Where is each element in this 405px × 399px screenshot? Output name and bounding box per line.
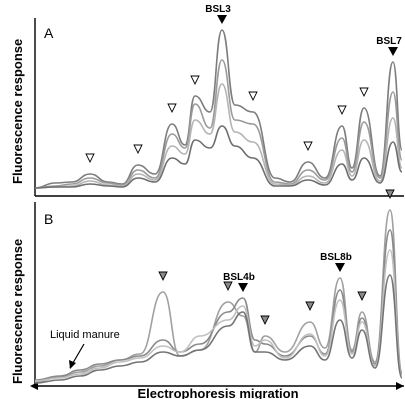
- panel-a-markers: BSL3 BSL7: [85, 4, 402, 164]
- panel-b-peak-marker-3: [260, 315, 270, 326]
- panel-a-traces: [34, 29, 403, 189]
- panel-a-trace-1: [34, 29, 403, 189]
- panel-a-label-bsl7: BSL7: [376, 36, 402, 47]
- x-axis-label: Electrophoresis migration: [137, 386, 298, 399]
- panel-b-markers: BSL4b BSL8b: [158, 189, 395, 326]
- panel-a-peak-marker-5: [248, 91, 258, 102]
- panel-b-label-bsl4b: BSL4b: [223, 272, 255, 283]
- panel-b-peak-marker-4: [305, 301, 315, 312]
- x-axis-arrow-left-icon: [30, 382, 38, 390]
- panel-b-named-marker-bsl4b: [238, 283, 248, 292]
- panel-b-trace-1: [34, 209, 403, 383]
- panel-a-peak-marker-1: [85, 153, 95, 164]
- panel-a-peak-marker-6: [303, 141, 313, 152]
- liquid-manure-annotation: Liquid manure: [50, 329, 120, 341]
- panel-b-trace-4: [34, 274, 403, 384]
- panel-a-peak-marker-2: [133, 144, 143, 155]
- panel-b-traces: [34, 209, 403, 384]
- panel-b-peak-marker-5: [357, 291, 367, 302]
- panel-b-named-marker-bsl8b: [335, 263, 345, 272]
- panel-a-named-marker-bsl3: [217, 15, 227, 24]
- panel-b-y-axis-label: Fluorescence response: [10, 239, 25, 384]
- panel-b-peak-marker-1: [158, 271, 168, 282]
- panel-a-peak-marker-7: [337, 105, 347, 116]
- panel-b-label: B: [44, 211, 53, 227]
- panel-a-y-axis-label: Fluorescence response: [10, 39, 25, 184]
- panel-a-peak-marker-3: [167, 103, 177, 114]
- panel-a-trace-4: [34, 125, 403, 189]
- panel-b-peak-marker-2: [223, 281, 233, 292]
- liquid-manure-arrow-head-icon: [69, 360, 76, 369]
- x-axis-arrow-right-icon: [396, 382, 404, 390]
- panel-a-peak-marker-8: [359, 87, 369, 98]
- panel-a-label: A: [44, 25, 54, 41]
- panel-a-trace-2: [34, 59, 403, 189]
- panel-a-named-marker-bsl7: [388, 47, 398, 56]
- panel-b-trace-2: [34, 229, 403, 381]
- panel-a-label-bsl3: BSL3: [205, 4, 231, 15]
- panel-a-trace-3: [34, 83, 403, 189]
- panel-b-trace-3: [34, 249, 403, 382]
- panel-a: A Fluorescence response BSL3 BSL7: [10, 4, 404, 197]
- panel-a-peak-marker-4: [190, 75, 200, 86]
- panel-b-peak-marker-6: [385, 189, 395, 200]
- panel-b: B Fluorescence response Electrophoresis …: [10, 189, 404, 399]
- panel-b-label-bsl8b: BSL8b: [320, 252, 352, 263]
